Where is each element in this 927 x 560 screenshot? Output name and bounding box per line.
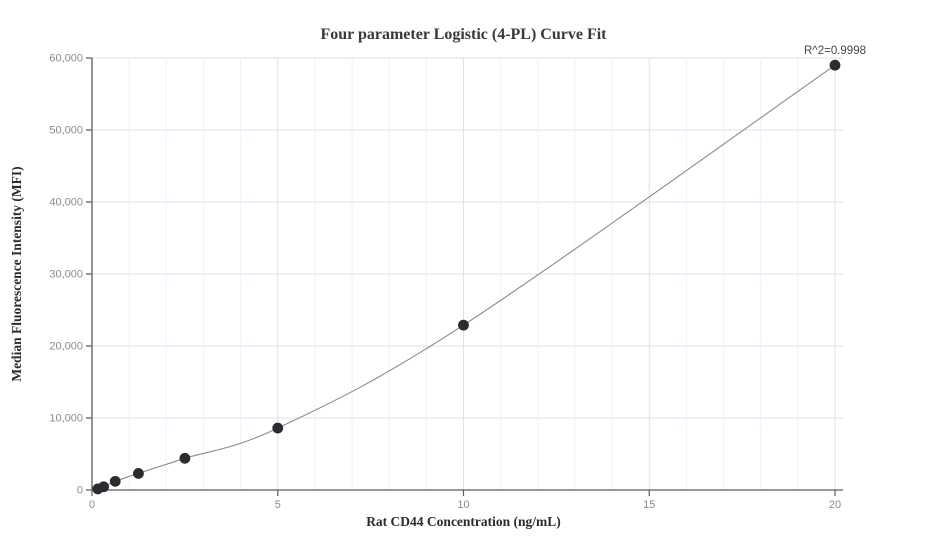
data-point bbox=[272, 422, 284, 434]
data-point bbox=[109, 475, 121, 487]
y-tick-label: 40,000 bbox=[49, 197, 83, 209]
y-tick-label: 0 bbox=[77, 485, 83, 497]
y-tick-label: 30,000 bbox=[49, 269, 83, 281]
x-axis-title: Rat CD44 Concentration (ng/mL) bbox=[366, 514, 561, 529]
r-squared-annotation: R^2=0.9998 bbox=[804, 45, 866, 57]
y-tick-label: 50,000 bbox=[49, 125, 83, 137]
y-tick-label: 20,000 bbox=[49, 341, 83, 353]
chart-title: Four parameter Logistic (4-PL) Curve Fit bbox=[320, 26, 607, 43]
x-tick-label: 15 bbox=[643, 499, 655, 511]
data-point bbox=[98, 481, 110, 493]
y-tick-label: 10,000 bbox=[49, 413, 83, 425]
x-tick-label: 10 bbox=[457, 499, 469, 511]
data-point bbox=[829, 59, 841, 71]
x-tick-label: 0 bbox=[89, 499, 95, 511]
data-point bbox=[458, 319, 469, 331]
data-point bbox=[133, 468, 144, 479]
data-point bbox=[179, 452, 191, 464]
y-axis-title: Median Fluorescence Intensity (MFI) bbox=[9, 166, 24, 382]
x-tick-label: 20 bbox=[829, 499, 841, 511]
x-tick-label: 5 bbox=[275, 499, 281, 511]
y-tick-label: 60,000 bbox=[49, 53, 83, 65]
